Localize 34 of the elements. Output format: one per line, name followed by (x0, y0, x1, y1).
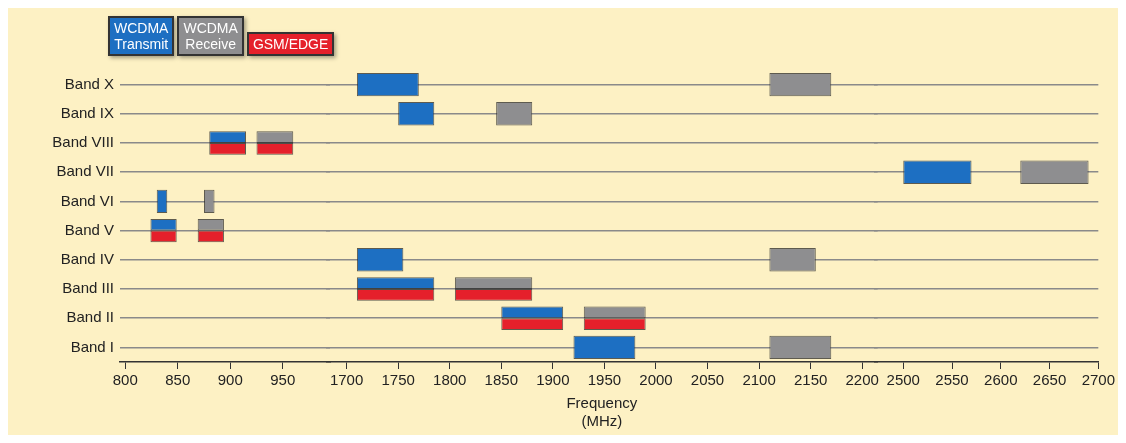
y-tick-label: Band III (62, 279, 114, 297)
y-tick-label: Band IX (60, 103, 114, 121)
x-tick-label: 2550 (935, 371, 969, 389)
y-tick-label: Band VIII (52, 133, 114, 151)
x-tick-label: 2000 (639, 371, 673, 389)
x-tick-label: 1700 (329, 371, 364, 389)
x-tick-label: 2650 (1032, 371, 1067, 389)
x-tick-label: 800 (112, 371, 138, 389)
text: WCDMA Transmit (108, 16, 175, 56)
x-tick-label: 1900 (536, 371, 570, 389)
y-tick-label: Band IV (60, 249, 114, 267)
y-tick-label: Band VI (60, 191, 114, 209)
x-tick-label: 1850 (484, 371, 518, 389)
x-tick-label: 2050 (690, 371, 725, 389)
y-tick-label: Band II (66, 308, 114, 326)
text: WCDMA Receive (177, 16, 244, 56)
x-axis-title: Frequency (MHz) (566, 394, 638, 430)
x-tick-label: 1750 (381, 371, 415, 389)
x-tick-label: 2700 (1081, 371, 1115, 389)
x-tick-label: 2600 (984, 371, 1018, 389)
x-tick-label: 2200 (845, 371, 879, 389)
x-tick-label: 1950 (587, 371, 622, 389)
x-tick-label: 1800 (433, 371, 467, 389)
x-tick-label: 900 (217, 371, 243, 389)
x-tick-label: 850 (165, 371, 191, 389)
text: GSM/EDGE (246, 32, 335, 56)
y-tick-label: Band V (64, 220, 114, 238)
x-tick-label: 2500 (886, 371, 920, 389)
y-tick-label: Band VII (56, 162, 114, 180)
x-tick-label: 2100 (742, 371, 776, 389)
y-tick-label: Band X (64, 74, 114, 92)
x-tick-label: 950 (270, 371, 296, 389)
x-tick-label: 2150 (793, 371, 828, 389)
y-tick-label: Band I (70, 337, 114, 355)
